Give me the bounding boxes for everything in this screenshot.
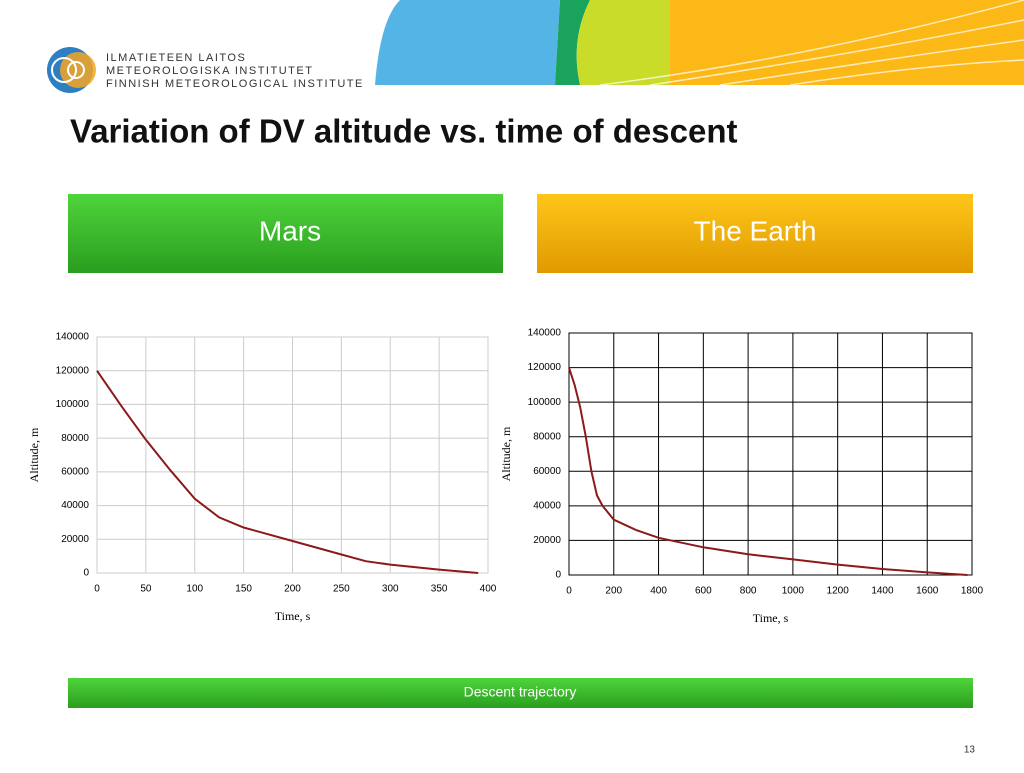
plot-area — [568, 332, 973, 576]
x-tick-label: 300 — [382, 584, 399, 595]
footer-text: Descent trajectory — [464, 684, 577, 700]
y-tick-label: 60000 — [61, 466, 89, 477]
logo-text: ILMATIETEEN LAITOS — [106, 52, 246, 64]
x-tick-label: 400 — [650, 586, 667, 597]
logo — [47, 47, 96, 93]
x-tick-label: 600 — [695, 586, 712, 597]
y-tick-label: 0 — [83, 568, 89, 579]
y-tick-label: 80000 — [533, 431, 561, 442]
footer-bar — [68, 678, 973, 708]
x-tick-label: 200 — [284, 584, 301, 595]
data-line — [568, 367, 968, 576]
y-axis-label: Altitude, m — [27, 427, 41, 482]
x-tick-label: 200 — [605, 586, 622, 597]
x-tick-label: 150 — [235, 584, 252, 595]
decoration — [375, 0, 1024, 86]
x-tick-label: 100 — [186, 584, 203, 595]
y-tick-label: 80000 — [61, 433, 89, 444]
y-tick-label: 20000 — [533, 535, 561, 546]
y-tick-label: 120000 — [528, 362, 562, 373]
x-tick-label: 1400 — [871, 586, 894, 597]
panel-box — [537, 194, 973, 273]
panel-label: The Earth — [694, 215, 817, 246]
x-tick-label: 350 — [431, 584, 448, 595]
x-tick-label: 250 — [333, 584, 350, 595]
x-tick-label: 1200 — [827, 586, 850, 597]
y-tick-label: 0 — [555, 570, 561, 581]
x-tick-label: 0 — [566, 586, 572, 597]
logo-text: FINNISH METEOROLOGICAL INSTITUTE — [106, 78, 364, 90]
x-tick-label: 1000 — [782, 586, 805, 597]
y-tick-label: 100000 — [56, 399, 90, 410]
y-tick-label: 120000 — [56, 365, 90, 376]
x-tick-label: 1800 — [961, 586, 984, 597]
y-tick-label: 140000 — [56, 332, 90, 343]
data-line — [96, 370, 479, 574]
y-tick-label: 20000 — [61, 534, 89, 545]
x-tick-label: 800 — [740, 586, 757, 597]
x-tick-label: 0 — [94, 584, 100, 595]
x-axis-label: Time, s — [275, 609, 311, 623]
y-tick-label: 100000 — [528, 397, 562, 408]
x-tick-label: 1600 — [916, 586, 939, 597]
page-number: 13 — [964, 745, 976, 756]
panel-box — [68, 194, 503, 273]
y-tick-label: 40000 — [61, 500, 89, 511]
y-axis-label: Altitude, m — [499, 426, 513, 481]
panel-label: Mars — [259, 215, 321, 246]
slide-title: Variation of DV altitude vs. time of des… — [70, 113, 737, 150]
y-tick-label: 140000 — [528, 328, 562, 339]
logo-text: METEOROLOGISKA INSTITUTET — [106, 65, 313, 77]
y-tick-label: 40000 — [533, 500, 561, 511]
y-tick-label: 60000 — [533, 466, 561, 477]
x-tick-label: 50 — [140, 584, 152, 595]
x-axis-label: Time, s — [753, 611, 789, 625]
x-tick-label: 400 — [480, 584, 497, 595]
